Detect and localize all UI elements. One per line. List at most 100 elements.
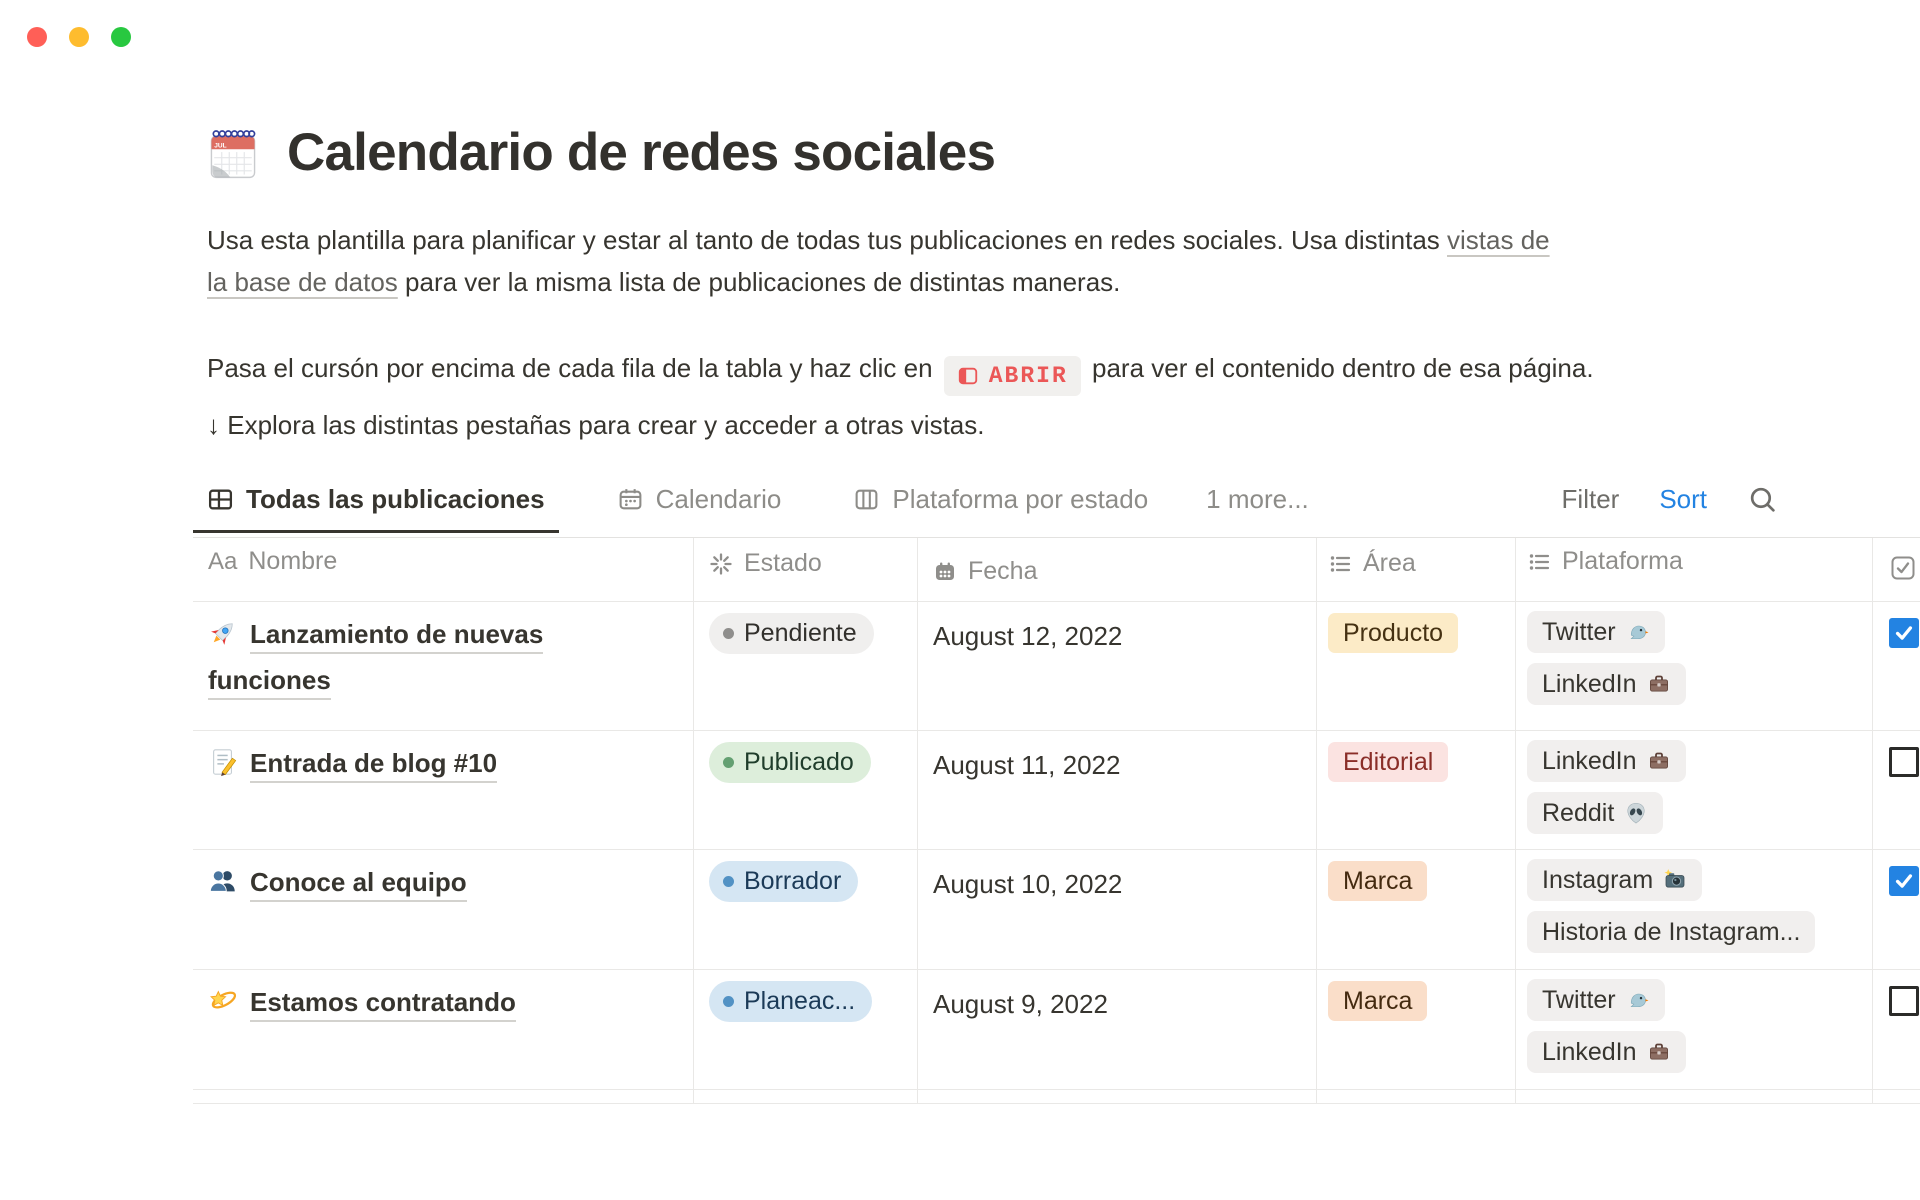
close-window-button[interactable] bbox=[27, 27, 47, 47]
alien-emoji bbox=[1627, 802, 1645, 824]
platform-tag-linkedin[interactable]: LinkedIn bbox=[1527, 1031, 1686, 1073]
multiselect-property-icon bbox=[1529, 553, 1550, 570]
area-tag[interactable]: Producto bbox=[1328, 613, 1459, 653]
camera-flash-emoji bbox=[1664, 869, 1685, 888]
database-views-link[interactable]: vistas de bbox=[1447, 225, 1550, 255]
platform-tag-linkedin[interactable]: LinkedIn bbox=[1527, 663, 1686, 705]
column-header-plataforma[interactable]: Plataforma bbox=[1527, 538, 1867, 576]
view-controls: Filter Sort bbox=[1562, 484, 1778, 515]
page-link[interactable]: Conoce al equipo bbox=[250, 867, 467, 902]
calendar-view-icon bbox=[619, 489, 642, 510]
svg-text:JUL: JUL bbox=[214, 142, 226, 149]
intro-text: Usa esta plantilla para planificar y est… bbox=[207, 225, 1448, 255]
area-cell: Editorial bbox=[1328, 731, 1508, 782]
status-tag[interactable]: Planeac... bbox=[709, 981, 873, 1022]
platform-tag-instagram[interactable]: Instagram bbox=[1527, 859, 1703, 901]
briefcase-emoji bbox=[1649, 675, 1668, 692]
page-link[interactable]: Entrada de blog #10 bbox=[250, 748, 498, 783]
name-cell[interactable]: Lanzamiento de nuevas funciones bbox=[208, 602, 648, 703]
date-cell[interactable]: August 9, 2022 bbox=[933, 989, 1108, 1019]
platform-tag-reddit[interactable]: Reddit bbox=[1527, 792, 1664, 834]
zoom-window-button[interactable] bbox=[111, 27, 131, 47]
bird-emoji bbox=[1630, 625, 1649, 640]
text-property-icon: Aa bbox=[208, 547, 238, 575]
view-bar: Todas las publicaciones Calendario bbox=[193, 476, 1920, 538]
checkbox-property-icon bbox=[1891, 556, 1915, 580]
platform-tag-twitter[interactable]: Twitter bbox=[1527, 611, 1665, 653]
search-icon[interactable] bbox=[1747, 484, 1778, 515]
column-header-fecha[interactable]: Fecha bbox=[933, 538, 1303, 586]
plataforma-cell: Twitter LinkedIn bbox=[1527, 602, 1867, 705]
column-divider bbox=[1515, 538, 1516, 1104]
column-header-nombre[interactable]: Aa Nombre bbox=[208, 538, 648, 576]
area-cell: Producto bbox=[1328, 602, 1508, 653]
table-row[interactable]: Conoce al equipo Borrador August 10, 202… bbox=[193, 850, 1920, 970]
platform-label: LinkedIn bbox=[1542, 669, 1637, 698]
memo-emoji bbox=[208, 747, 238, 777]
column-divider bbox=[1316, 538, 1317, 1104]
platform-label: Historia de Instagram... bbox=[1542, 917, 1801, 946]
plataforma-cell: Instagram Historia de Instagram... bbox=[1527, 850, 1867, 953]
row-checkbox[interactable] bbox=[1889, 866, 1919, 896]
tab-label: Todas las publicaciones bbox=[246, 484, 545, 514]
checkbox-cell bbox=[1889, 731, 1920, 777]
status-tag[interactable]: Borrador bbox=[709, 861, 859, 902]
area-tag[interactable]: Marca bbox=[1328, 981, 1428, 1021]
area-tag[interactable]: Marca bbox=[1328, 861, 1428, 901]
platform-label: LinkedIn bbox=[1542, 746, 1637, 775]
platform-label: Twitter bbox=[1542, 617, 1616, 646]
page-header: JUL Calendario de redes sociales bbox=[203, 122, 996, 183]
estado-cell: Borrador bbox=[709, 850, 909, 902]
tab-calendario[interactable]: Calendario bbox=[603, 476, 796, 533]
status-tag[interactable]: Publicado bbox=[709, 742, 871, 783]
table-row[interactable]: Entrada de blog #10 Publicado August 11,… bbox=[193, 731, 1920, 850]
name-cell[interactable]: Estamos contratando bbox=[208, 970, 648, 1025]
status-dot bbox=[723, 628, 734, 639]
table-row[interactable]: Lanzamiento de nuevas funciones Pendient… bbox=[193, 602, 1920, 731]
intro-paragraph-3: ↓ Explora las distintas pestañas para cr… bbox=[207, 410, 985, 440]
more-views-button[interactable]: 1 more... bbox=[1206, 484, 1309, 514]
sort-button[interactable]: Sort bbox=[1659, 484, 1707, 514]
database-table: Aa Nombre Estado bbox=[193, 538, 1920, 1104]
rocket-emoji bbox=[208, 618, 238, 648]
page-link[interactable]: Lanzamiento de nuevas funciones bbox=[208, 619, 544, 700]
platform-tag-twitter[interactable]: Twitter bbox=[1527, 979, 1665, 1021]
bird-emoji bbox=[1630, 993, 1649, 1008]
platform-label: Reddit bbox=[1542, 798, 1615, 827]
minimize-window-button[interactable] bbox=[69, 27, 89, 47]
filter-button[interactable]: Filter bbox=[1561, 484, 1620, 514]
date-cell[interactable]: August 12, 2022 bbox=[933, 621, 1123, 651]
page-link[interactable]: Estamos contratando bbox=[250, 987, 516, 1022]
name-cell[interactable]: Entrada de blog #10 bbox=[208, 731, 648, 786]
status-tag[interactable]: Pendiente bbox=[709, 613, 874, 654]
date-cell[interactable]: August 10, 2022 bbox=[933, 869, 1123, 899]
open-badge: ABRIR bbox=[943, 356, 1081, 396]
view-tabs: Todas las publicaciones Calendario bbox=[193, 476, 1309, 538]
row-checkbox[interactable] bbox=[1889, 618, 1919, 648]
platform-tag-linkedin[interactable]: LinkedIn bbox=[1527, 740, 1686, 782]
database-views-link[interactable]: la base de datos bbox=[207, 267, 398, 297]
row-checkbox[interactable] bbox=[1889, 986, 1919, 1016]
name-cell[interactable]: Conoce al equipo bbox=[208, 850, 648, 905]
estado-cell: Publicado bbox=[709, 731, 909, 783]
status-dot bbox=[723, 757, 734, 768]
tab-plataforma-por-estado[interactable]: Plataforma por estado bbox=[839, 476, 1162, 533]
column-header-area[interactable]: Área bbox=[1328, 538, 1508, 578]
area-cell: Marca bbox=[1328, 970, 1508, 1021]
date-cell[interactable]: August 11, 2022 bbox=[933, 750, 1121, 780]
open-peek-icon bbox=[958, 367, 977, 385]
column-divider bbox=[693, 538, 694, 1104]
area-tag[interactable]: Editorial bbox=[1328, 742, 1449, 782]
status-property-icon bbox=[710, 552, 732, 575]
tab-todas-las-publicaciones[interactable]: Todas las publicaciones bbox=[193, 476, 559, 533]
intro-text: para ver la misma lista de publicaciones… bbox=[397, 267, 1121, 297]
status-label: Borrador bbox=[744, 867, 842, 895]
row-checkbox[interactable] bbox=[1889, 747, 1919, 777]
column-header-estado[interactable]: Estado bbox=[709, 538, 909, 578]
column-header-checkbox[interactable] bbox=[1889, 538, 1920, 582]
table-row[interactable]: Estamos contratando Planeac... August 9,… bbox=[193, 970, 1920, 1090]
platform-tag-instagram-story[interactable]: Historia de Instagram... bbox=[1527, 911, 1816, 953]
platform-label: Twitter bbox=[1542, 985, 1616, 1014]
intro-text: Pasa el cursón por encima de cada fila d… bbox=[207, 353, 940, 383]
